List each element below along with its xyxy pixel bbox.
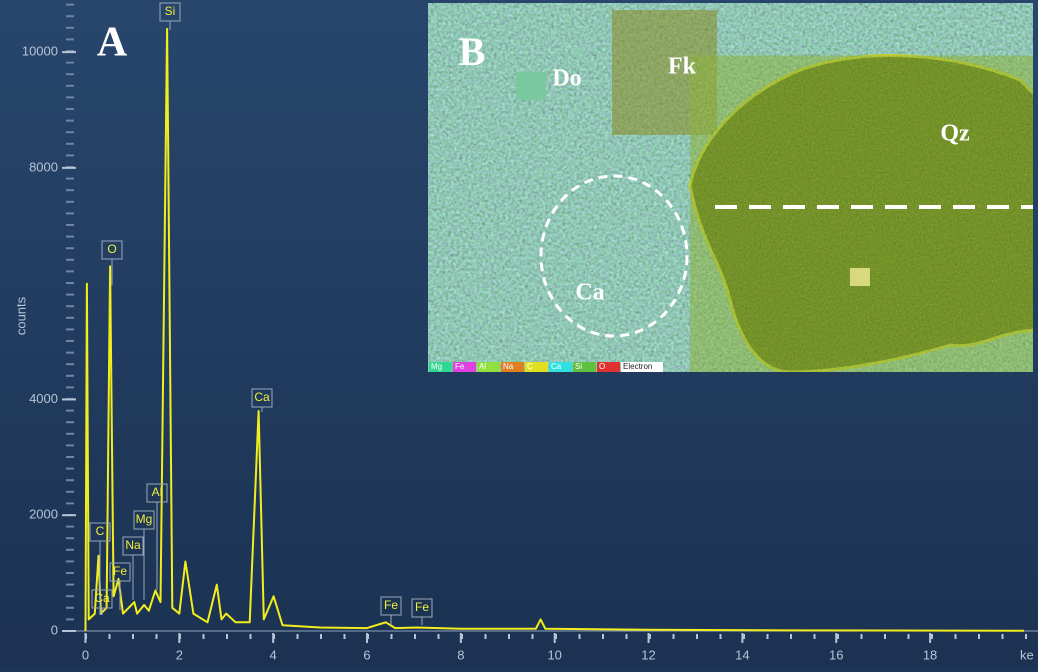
legend-label: Na — [503, 362, 514, 371]
x-tick-label: 2 — [176, 647, 183, 662]
x-tick-label: 8 — [457, 647, 464, 662]
x-tick-label: 0 — [82, 647, 89, 662]
peak-label: Ca — [94, 591, 110, 605]
peak-label: Mg — [136, 512, 153, 526]
peak-label: Si — [165, 4, 176, 18]
x-axis-label: ke — [1020, 647, 1034, 662]
legend-label: Al — [479, 362, 486, 371]
x-tick-label: 4 — [270, 647, 277, 662]
feldspar-grain — [612, 10, 717, 135]
peak-label: Fe — [384, 598, 398, 612]
inset-panel-label: B — [459, 29, 486, 74]
bright-particle — [516, 72, 546, 100]
y-tick-label: 4000 — [29, 391, 58, 406]
legend-label: O — [599, 362, 605, 371]
mineral-label: Do — [552, 66, 581, 92]
legend-label: Electron — [623, 362, 652, 371]
x-tick-label: 10 — [547, 647, 561, 662]
mineral-label: Ca — [575, 280, 604, 306]
x-tick-label: 16 — [829, 647, 843, 662]
x-tick-label: 14 — [735, 647, 749, 662]
panel-label: A — [97, 20, 128, 66]
legend-label: C — [527, 362, 533, 371]
peak-label: Fe — [113, 564, 127, 578]
peak-label: O — [107, 242, 116, 256]
peak-label: Na — [125, 538, 141, 552]
y-tick-label: 0 — [51, 622, 58, 637]
peak-label: Ca — [254, 390, 270, 404]
mineral-label: Fk — [668, 54, 697, 80]
peak-label: Fe — [415, 600, 429, 614]
x-tick-label: 18 — [923, 647, 937, 662]
bright-particle — [850, 268, 870, 286]
x-tick-label: 12 — [641, 647, 655, 662]
mineral-label: Qz — [940, 121, 970, 147]
y-tick-label: 2000 — [29, 507, 58, 522]
inset-image — [428, 3, 1038, 372]
x-tick-label: 6 — [363, 647, 370, 662]
y-axis-label: counts — [13, 296, 28, 335]
chart: 0 2000 4000 8000 10000 0 2 4 6 8 10 12 14 16 18 ke count… — [0, 0, 1038, 667]
y-tick-label: 10000 — [22, 44, 58, 59]
legend-label: Mg — [431, 362, 442, 371]
peak-label: Al — [152, 485, 163, 499]
legend-label: Ca — [551, 362, 562, 371]
legend-label: Si — [575, 362, 582, 371]
y-tick-label: 8000 — [29, 159, 58, 174]
peak-label: C — [96, 524, 105, 538]
legend-label: Fe — [455, 362, 465, 371]
